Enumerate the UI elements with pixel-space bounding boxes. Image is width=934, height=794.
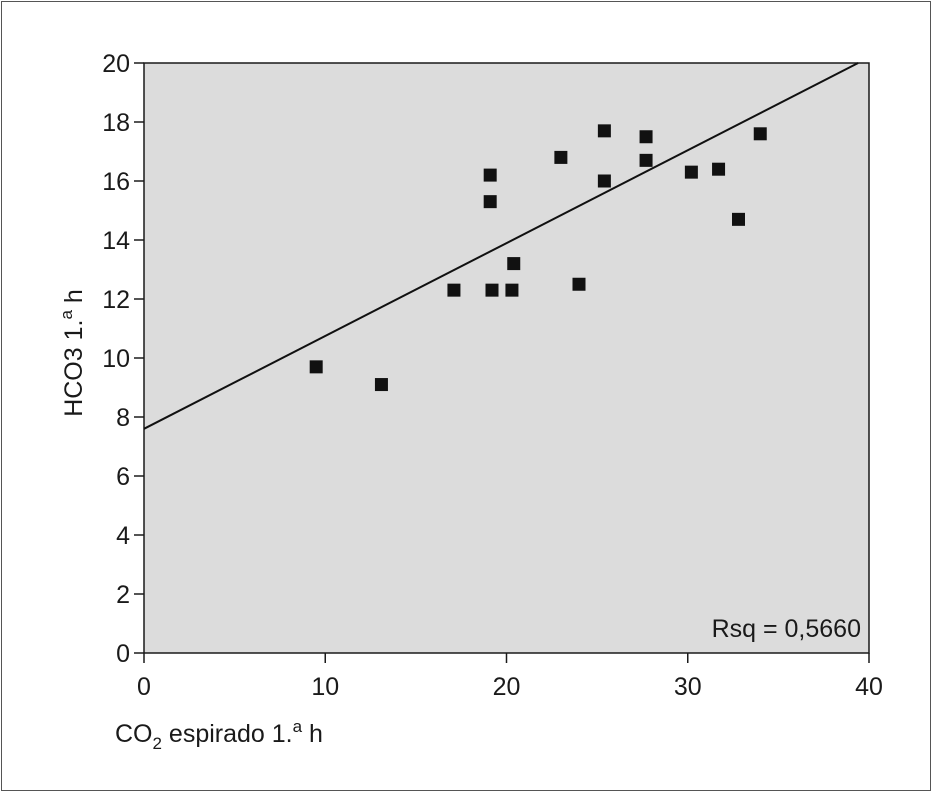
x-tick-label: 20 bbox=[493, 673, 521, 701]
data-point bbox=[597, 124, 611, 138]
data-point bbox=[732, 212, 745, 226]
regression-line bbox=[143, 62, 859, 430]
rsq-annotation: Rsq = 0,5660 bbox=[712, 615, 861, 643]
x-axis-title-rest: espirado 1. bbox=[162, 720, 293, 748]
data-point bbox=[483, 195, 497, 209]
data-point bbox=[639, 153, 653, 167]
x-axis-title-prefix: CO bbox=[115, 720, 153, 748]
data-point bbox=[572, 277, 586, 291]
x-axis-title: CO2 espirado 1.a h bbox=[115, 717, 323, 753]
data-point bbox=[639, 130, 653, 144]
y-axis-title-main: HCO3 1. bbox=[60, 320, 88, 417]
data-point bbox=[505, 283, 519, 297]
y-tick-label: 4 bbox=[116, 522, 130, 550]
y-tick-labels: 0 2 4 6 8 10 12 14 16 18 20 bbox=[102, 50, 130, 668]
y-axis-title-end: h bbox=[60, 289, 88, 310]
x-axis-title-end: h bbox=[302, 720, 323, 748]
data-point bbox=[753, 127, 767, 141]
data-point bbox=[485, 283, 499, 297]
x-tick-labels: 0 10 20 30 40 bbox=[137, 673, 883, 701]
y-tick-label: 6 bbox=[116, 463, 130, 491]
y-tick-label: 20 bbox=[102, 50, 130, 78]
data-point bbox=[374, 378, 388, 392]
data-point bbox=[483, 168, 497, 182]
data-point bbox=[712, 162, 726, 176]
x-tick-label: 0 bbox=[137, 673, 151, 701]
x-axis-title-superscript: a bbox=[293, 717, 303, 736]
data-point bbox=[684, 165, 698, 179]
data-points bbox=[309, 124, 767, 392]
data-point bbox=[554, 150, 568, 164]
y-tick-label: 16 bbox=[102, 168, 130, 196]
x-tick-label: 30 bbox=[674, 673, 702, 701]
x-axis-title-subscript: 2 bbox=[153, 734, 162, 753]
x-tick-label: 40 bbox=[855, 673, 883, 701]
y-tick-label: 2 bbox=[116, 581, 130, 609]
y-tick-label: 14 bbox=[102, 227, 130, 255]
data-point bbox=[447, 283, 461, 297]
y-axis-title-superscript: a bbox=[57, 310, 76, 320]
y-axis-title: HCO3 1.a h bbox=[57, 289, 88, 417]
data-point bbox=[507, 257, 521, 271]
data-point bbox=[309, 360, 323, 374]
y-tick-label: 18 bbox=[102, 109, 130, 137]
data-point bbox=[597, 174, 611, 188]
y-tick-label: 12 bbox=[102, 286, 130, 314]
y-tick-label: 8 bbox=[116, 404, 130, 432]
x-tick-label: 10 bbox=[311, 673, 339, 701]
axis-ticks bbox=[134, 62, 870, 663]
plot-area bbox=[143, 62, 870, 654]
y-tick-label: 0 bbox=[116, 640, 130, 668]
y-tick-label: 10 bbox=[102, 345, 130, 373]
